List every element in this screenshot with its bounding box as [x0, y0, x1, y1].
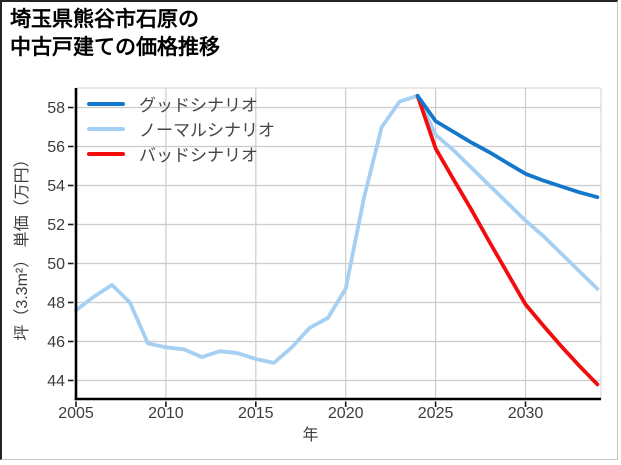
axis-ticks	[68, 106, 527, 407]
chart-legend: グッドシナリオ ノーマルシナリオ バッドシナリオ	[87, 91, 275, 166]
svg-text:44: 44	[47, 373, 65, 390]
svg-text:2010: 2010	[148, 405, 184, 422]
legend-swatch-normal	[87, 126, 125, 131]
series-line-normal	[74, 93, 600, 365]
svg-text:48: 48	[47, 295, 65, 312]
y-axis-label: 坪（3.3m²） 単価（万円）	[14, 151, 31, 341]
series-line-good	[415, 93, 600, 200]
axes-spines	[74, 88, 601, 401]
chart-title-line-2: 中古戸建ての価格推移	[10, 36, 220, 59]
legend-label-good: グッドシナリオ	[139, 96, 258, 115]
legend-label-normal: ノーマルシナリオ	[139, 121, 275, 140]
svg-text:46: 46	[47, 334, 65, 351]
svg-text:54: 54	[47, 178, 65, 195]
x-axis-label: 年	[302, 427, 319, 444]
svg-text:2020: 2020	[328, 405, 364, 422]
legend-label-bad: バッドシナリオ	[139, 146, 258, 165]
svg-text:2025: 2025	[418, 405, 454, 422]
legend-item-bad: バッドシナリオ	[87, 141, 275, 166]
y-tick-labels: 44 46 48 50 52 54 56 58	[47, 100, 65, 390]
svg-text:2030: 2030	[508, 405, 544, 422]
svg-text:2005: 2005	[58, 405, 94, 422]
svg-text:52: 52	[47, 217, 65, 234]
chart-title: 埼玉県熊谷市石原の 中古戸建ての価格推移	[10, 6, 220, 62]
svg-text:56: 56	[47, 139, 65, 156]
svg-text:2015: 2015	[238, 405, 274, 422]
legend-swatch-bad	[87, 151, 125, 156]
svg-text:58: 58	[47, 100, 65, 117]
series-line-bad	[415, 93, 600, 387]
svg-text:50: 50	[47, 256, 65, 273]
chart-title-line-1: 埼玉県熊谷市石原の	[10, 8, 199, 31]
legend-swatch-good	[87, 101, 125, 106]
legend-item-good: グッドシナリオ	[87, 91, 275, 116]
x-tick-labels: 2005 2010 2015 2020 2025 2030	[58, 405, 543, 422]
upper-spines	[76, 87, 602, 399]
legend-item-normal: ノーマルシナリオ	[87, 116, 275, 141]
